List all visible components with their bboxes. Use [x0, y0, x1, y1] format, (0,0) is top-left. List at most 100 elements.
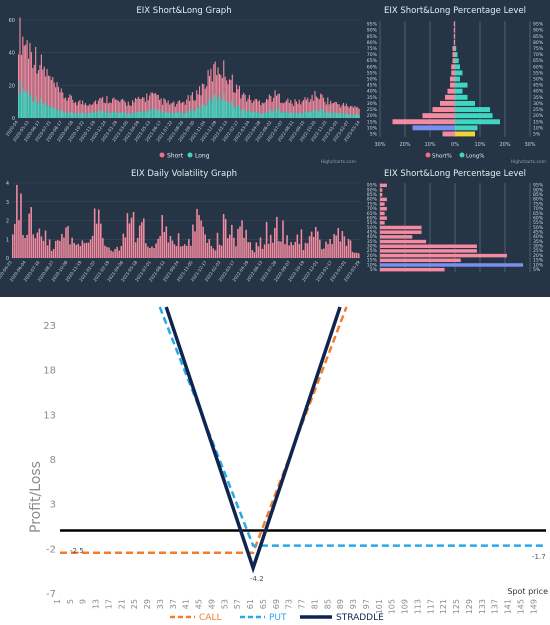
volatility-bar — [276, 216, 278, 258]
short-long-legend[interactable]: Short Long — [159, 152, 210, 160]
long-bar — [181, 112, 183, 118]
long-bar — [77, 112, 79, 118]
pct-top-xtick: 0% — [451, 142, 459, 148]
short-bar — [287, 98, 289, 118]
pct-bottom-level-right: 55% — [533, 220, 544, 226]
long-bar — [52, 106, 54, 118]
short-bar — [130, 105, 132, 118]
volatility-bar — [85, 242, 88, 258]
volatility-bar — [253, 252, 256, 258]
short-bar — [196, 90, 198, 118]
short-bar — [80, 104, 82, 118]
short-bar — [275, 95, 278, 118]
short-bar — [99, 97, 101, 118]
short-pct-bar — [453, 39, 455, 45]
volatility-bar — [54, 240, 57, 258]
long-bar — [72, 113, 74, 118]
short-bar — [84, 103, 87, 118]
long-bar — [70, 112, 72, 118]
long-bar — [57, 109, 60, 118]
volatility-bar — [89, 239, 92, 258]
short-bar — [291, 103, 293, 118]
long-bar — [176, 112, 178, 118]
volatility-bar — [239, 226, 241, 258]
long-bar — [23, 91, 25, 118]
volatility-bar — [38, 228, 41, 258]
short-bar — [29, 42, 31, 118]
volatility-bar — [206, 242, 209, 258]
volatility-bar — [243, 237, 245, 258]
long-bar — [197, 108, 199, 118]
volatility-bar — [228, 234, 231, 258]
long-bar — [312, 112, 315, 118]
payoff-legend[interactable]: CALL PUT STRADDLE — [170, 613, 384, 623]
short-bar — [274, 90, 276, 118]
volatility-bar — [87, 242, 90, 258]
pct-top-level-right: 65% — [533, 58, 544, 64]
short-long-ytick: 40 — [9, 51, 15, 57]
short-bar — [320, 93, 322, 118]
long-bar — [174, 113, 176, 118]
long-bar — [65, 112, 67, 118]
pct-bottom-bar — [380, 239, 427, 244]
payoff-xtick: 149 — [529, 599, 538, 614]
pct-top-level-left: 40% — [367, 89, 378, 95]
short-pct-bar — [451, 70, 455, 76]
long-bar — [291, 113, 293, 118]
short-bar — [341, 104, 343, 118]
long-bar — [127, 112, 129, 118]
long-bar — [237, 106, 239, 118]
long-bar — [352, 114, 354, 118]
payoff-xtick: 53 — [220, 599, 229, 609]
short-bar — [340, 107, 342, 118]
volatility-bar — [40, 236, 43, 258]
long-pct-bar — [455, 82, 468, 88]
pct-bottom-level-left: 5% — [370, 267, 378, 273]
long-bar — [328, 113, 330, 118]
volatility-bar — [267, 243, 270, 258]
long-bar — [331, 113, 333, 118]
short-bar — [167, 100, 169, 118]
pct-top-level-right: 75% — [533, 46, 544, 52]
short-bar — [204, 88, 206, 118]
volatility-bar — [222, 213, 225, 258]
short-bar — [263, 103, 265, 118]
volatility-bar — [237, 229, 239, 258]
long-bar — [104, 112, 107, 118]
long-bar — [80, 113, 82, 118]
pct-level-top-title: EIX Short&Long Percentage Level — [384, 6, 526, 16]
long-bar — [76, 114, 78, 118]
pct-top-level-left: 35% — [367, 95, 378, 101]
pct-level-top-legend[interactable]: Short% Long% — [425, 152, 485, 160]
short-bar — [23, 45, 25, 119]
long-bar — [113, 111, 115, 118]
short-bar — [264, 102, 266, 118]
volatility-bar — [294, 241, 297, 258]
pct-bottom-level-right: 30% — [533, 244, 544, 250]
short-bar — [324, 101, 326, 118]
pct-bottom-level-right: 15% — [533, 258, 544, 264]
long-bar — [42, 103, 44, 118]
volatility-bar — [341, 231, 344, 258]
pct-bottom-bar — [380, 211, 385, 216]
short-bar — [120, 99, 122, 118]
pct-bottom-level-left: 40% — [367, 234, 378, 240]
long-bar — [303, 112, 305, 118]
long-bar — [55, 109, 57, 118]
long-bar — [173, 112, 175, 118]
short-bar — [103, 102, 105, 118]
long-bar — [124, 112, 126, 118]
long-bar — [258, 112, 260, 118]
long-bar — [287, 111, 289, 118]
long-bar — [290, 111, 292, 118]
volatility-bar — [151, 246, 153, 258]
long-bar — [43, 102, 45, 118]
volatility-bar — [59, 240, 61, 258]
short-bar — [122, 98, 124, 118]
long-bar — [149, 110, 151, 118]
volatility-bar — [161, 214, 163, 258]
short-bar — [87, 105, 89, 118]
short-bar — [156, 94, 158, 118]
volatility-bar — [112, 251, 114, 258]
